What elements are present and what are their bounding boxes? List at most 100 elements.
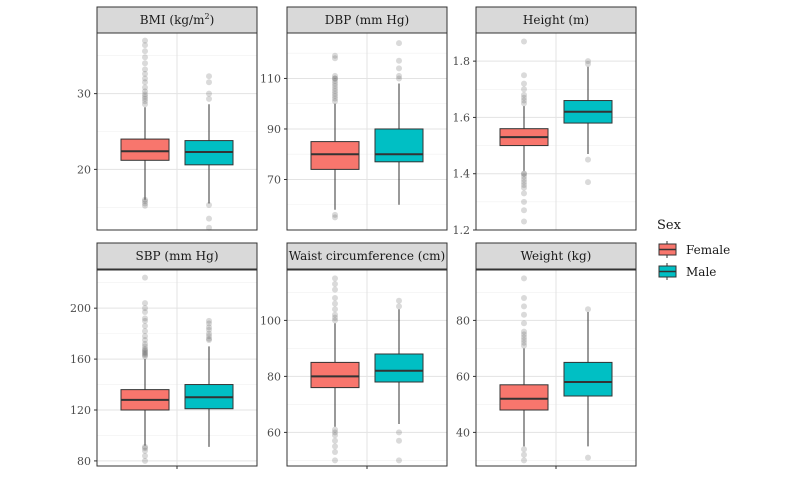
outlier-point — [521, 451, 527, 458]
outlier-point — [585, 156, 591, 163]
outlier-point — [332, 98, 338, 105]
outlier-point — [332, 211, 338, 218]
outlier-point — [521, 179, 527, 186]
outlier-point — [521, 181, 527, 188]
outlier-point — [332, 306, 338, 313]
strip-label-sbp-mm-hg: SBP (mm Hg) — [135, 249, 218, 263]
outlier-point — [521, 295, 527, 301]
outlier-point — [206, 337, 212, 343]
legend: Sex Female Male — [657, 218, 730, 280]
outlier-point — [585, 179, 591, 186]
outlier-point — [396, 297, 402, 304]
outlier-point — [332, 77, 338, 84]
outlier-point — [142, 70, 148, 77]
panel-border — [286, 32, 448, 231]
strip-dbp-mm-hg — [286, 6, 448, 34]
panel-weight-kg: Weight (kg) 40 60 80 — [456, 242, 637, 469]
y-tick-label: 1.6 — [453, 111, 471, 124]
outlier-point — [396, 75, 402, 82]
outlier-point — [142, 452, 148, 459]
outlier-point — [521, 94, 527, 101]
y-tick-label: 160 — [70, 353, 91, 366]
y-tick-label: 110 — [260, 72, 281, 85]
outlier-point — [332, 295, 338, 301]
strip-sbp-mm-hg — [96, 242, 258, 270]
outlier-point — [521, 170, 527, 177]
strip-title-superscript: 2 — [204, 12, 209, 21]
outlier-point — [521, 190, 527, 197]
iqr-box — [310, 141, 360, 170]
iqr-box — [499, 384, 549, 411]
outlier-point — [521, 86, 527, 93]
strip-label-waist-circumference-cm: Waist circumference (cm) — [289, 249, 445, 263]
strip-waist-circumference-cm — [286, 242, 448, 270]
outlier-point — [396, 437, 402, 444]
panel-height-m: Height (m) 1.2 1.4 1.6 1.8 — [453, 6, 637, 237]
strip-bmi-kg-m — [96, 6, 258, 34]
y-tick-label: 80 — [77, 455, 91, 468]
outlier-point — [332, 317, 338, 324]
outlier-point — [142, 347, 148, 354]
outlier-point — [142, 352, 148, 359]
outlier-point — [332, 426, 338, 433]
panel-border — [475, 32, 637, 231]
outlier-point — [332, 457, 338, 464]
outlier-point — [396, 72, 402, 79]
outlier-point — [142, 93, 148, 100]
outlier-point — [142, 317, 148, 324]
strip-title-text: Waist circumference (cm) — [289, 249, 445, 263]
outlier-point — [521, 72, 527, 79]
outlier-point — [521, 97, 527, 104]
outlier-point — [521, 320, 527, 327]
outlier-point — [142, 343, 148, 350]
outlier-point — [142, 198, 148, 205]
outlier-point — [142, 88, 148, 95]
outlier-point — [521, 331, 527, 338]
outlier-point — [521, 173, 527, 180]
outlier-point — [142, 300, 148, 307]
y-tick-label: 80 — [456, 314, 470, 327]
outlier-point — [521, 184, 527, 191]
outlier-point — [521, 311, 527, 318]
box-male-bmi-kg-m — [184, 73, 234, 231]
strip-label-weight-kg: Weight (kg) — [521, 249, 592, 263]
outlier-point — [332, 90, 338, 97]
outlier-point — [142, 91, 148, 98]
outlier-point — [142, 101, 148, 108]
strip-title-text: Weight (kg) — [521, 249, 592, 263]
strip-label-height-m: Height (m) — [523, 13, 589, 27]
strip-title-text: BMI (kg/m — [140, 13, 205, 27]
outlier-point — [142, 351, 148, 357]
outlier-point — [332, 432, 338, 439]
box-female-waist-circumference-cm — [310, 275, 360, 464]
iqr-box — [310, 361, 360, 389]
outlier-point — [206, 317, 212, 324]
legend-title: Sex — [657, 218, 682, 233]
strip-title-suffix: ) — [210, 13, 215, 27]
y-tick-label: 60 — [267, 426, 281, 439]
box-female-weight-kg — [499, 275, 549, 464]
legend-label-male: Male — [686, 265, 716, 279]
outlier-point — [585, 60, 591, 67]
outlier-point — [206, 326, 212, 333]
box-male-dbp-mm-hg — [374, 40, 424, 205]
outlier-point — [142, 337, 148, 343]
outlier-point — [332, 300, 338, 307]
outlier-point — [521, 328, 527, 335]
outlier-point — [142, 60, 148, 67]
iqr-box — [374, 128, 424, 163]
outlier-point — [142, 48, 148, 55]
box-male-waist-circumference-cm — [374, 297, 424, 464]
outlier-point — [332, 443, 338, 450]
outlier-point — [332, 83, 338, 90]
outlier-point — [206, 79, 212, 86]
outlier-point — [142, 54, 148, 61]
outlier-point — [142, 447, 148, 454]
outlier-point — [142, 305, 148, 312]
panel-border — [96, 32, 258, 231]
outlier-point — [332, 314, 338, 321]
y-tick-label: 1.4 — [453, 168, 471, 181]
outlier-point — [142, 79, 148, 86]
outlier-point — [521, 218, 527, 225]
